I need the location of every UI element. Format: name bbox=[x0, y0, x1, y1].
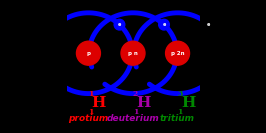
Text: 2: 2 bbox=[133, 90, 138, 98]
Text: tritium: tritium bbox=[160, 114, 195, 123]
Text: e: e bbox=[162, 22, 166, 27]
Text: 1: 1 bbox=[133, 107, 138, 116]
Text: protium: protium bbox=[68, 114, 109, 123]
Text: deuterium: deuterium bbox=[107, 114, 159, 123]
Text: p 2n: p 2n bbox=[171, 51, 184, 56]
Circle shape bbox=[114, 19, 125, 30]
Circle shape bbox=[121, 41, 145, 65]
Circle shape bbox=[77, 41, 100, 65]
Text: H: H bbox=[136, 96, 151, 110]
Text: H: H bbox=[181, 96, 195, 110]
Text: H: H bbox=[92, 96, 106, 110]
Text: p: p bbox=[86, 51, 90, 56]
Text: 1: 1 bbox=[88, 107, 94, 116]
Circle shape bbox=[159, 19, 169, 30]
Text: e: e bbox=[207, 22, 210, 27]
Text: 1: 1 bbox=[177, 107, 183, 116]
Text: 1: 1 bbox=[88, 90, 94, 98]
Text: 3: 3 bbox=[177, 90, 183, 98]
Text: e: e bbox=[118, 22, 121, 27]
Circle shape bbox=[165, 41, 189, 65]
Circle shape bbox=[203, 19, 214, 30]
Text: p n: p n bbox=[128, 51, 138, 56]
